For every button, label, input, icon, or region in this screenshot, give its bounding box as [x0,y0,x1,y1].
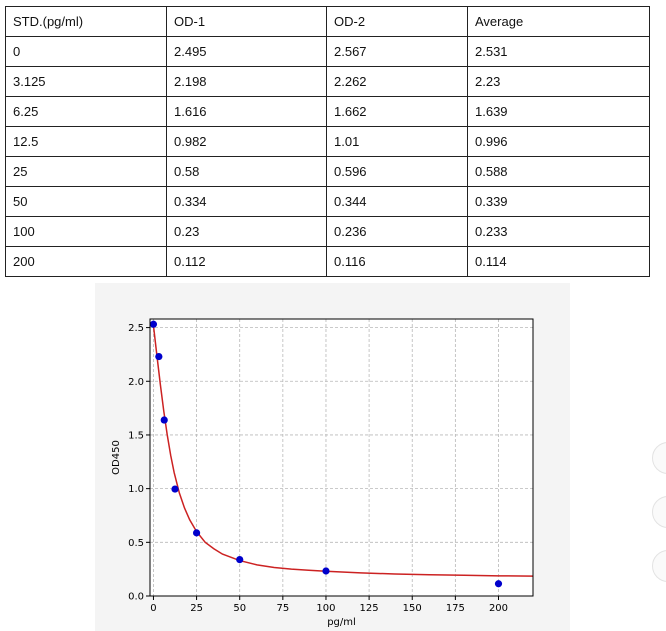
y-tick-label: 0.0 [128,592,144,603]
table-cell: 0.334 [166,186,327,217]
data-point [236,556,244,564]
table-cell: 0.58 [166,156,327,187]
table-header-cell: STD.(pg/ml) [5,6,167,37]
table-cell: 100 [5,216,167,247]
table-cell: 1.616 [166,96,327,127]
x-tick-label: 100 [316,603,335,614]
table-cell: 12.5 [5,126,167,157]
table-header-cell: OD-1 [166,6,327,37]
side-circle-decoration [652,496,666,528]
table-cell: 2.567 [326,36,468,67]
table-row: 50 0.334 0.344 0.339 [5,186,650,217]
side-circle-decoration [652,550,666,582]
table-cell: 0.339 [467,186,650,217]
table-cell: 0.996 [467,126,650,157]
x-tick-label: 25 [190,603,203,614]
data-point [322,567,330,575]
table-cell: 0.233 [467,216,650,247]
table-cell: 1.01 [326,126,468,157]
table-cell: 50 [5,186,167,217]
fitted-curve-line [152,325,533,577]
table-header-row: STD.(pg/ml) OD-1 OD-2 Average [5,6,650,37]
table-cell: 200 [5,246,167,277]
y-tick-label: 2.0 [128,377,144,388]
data-point [160,416,168,424]
data-point [171,485,179,493]
table-cell: 1.639 [467,96,650,127]
table-row: 0 2.495 2.567 2.531 [5,36,650,67]
table-row: 100 0.23 0.236 0.233 [5,216,650,247]
table-cell: 0 [5,36,167,67]
table-cell: 0.596 [326,156,468,187]
x-tick-label: 125 [360,603,379,614]
chart-panel: 0 25 50 75 100 125 150 175 200 0.0 0.5 1.0 1.5 2.0 2.5… [95,283,570,631]
table-cell: 0.112 [166,246,327,277]
side-circle-decoration [652,442,666,474]
table-cell: 0.116 [326,246,468,277]
y-tick-label: 1.0 [128,484,144,495]
x-tick-label: 200 [489,603,508,614]
table-cell: 0.344 [326,186,468,217]
table-cell: 6.25 [5,96,167,127]
data-point [192,529,201,537]
table-cell: 0.588 [467,156,650,187]
table-cell: 3.125 [5,66,167,97]
table-cell: 0.114 [467,246,650,277]
table-cell: 0.982 [166,126,327,157]
plot-area [150,319,533,596]
plot-frame [149,318,534,597]
table-row: 12.5 0.982 1.01 0.996 [5,126,650,157]
table-cell: 1.662 [326,96,468,127]
table-cell: 2.495 [166,36,327,67]
y-tick-label: 2.5 [128,323,144,334]
table-cell: 2.23 [467,66,650,97]
table-cell: 2.198 [166,66,327,97]
table-header-cell: Average [467,6,650,37]
table-row: 200 0.112 0.116 0.114 [5,246,650,277]
x-tick-label: 0 [150,603,156,614]
table-cell: 0.23 [166,216,327,247]
table-cell: 2.262 [326,66,468,97]
x-tick-label: 75 [276,603,289,614]
x-axis-label: pg/ml [327,617,356,628]
x-tick-label: 150 [403,603,422,614]
y-tick-label: 0.5 [128,538,144,549]
table-cell: 25 [5,156,167,187]
data-point [149,320,158,328]
standard-curve-table: STD.(pg/ml) OD-1 OD-2 Average 0 2.495 2.567 2.5… [5,6,650,277]
y-axis-label: OD450 [111,440,122,475]
standard-curve-chart: 0 25 50 75 100 125 150 175 200 0.0 0.5 1.0 1.5 2.0 2.5… [111,318,534,628]
table-row: 6.25 1.616 1.662 1.639 [5,96,650,127]
data-point [155,352,163,361]
table-header-cell: OD-2 [326,6,468,37]
table-row: 25 0.58 0.596 0.588 [5,156,650,187]
table-cell: 0.236 [326,216,468,247]
table-cell: 2.531 [467,36,650,67]
data-point [494,580,503,588]
table-row: 3.125 2.198 2.262 2.23 [5,66,650,97]
x-tick-label: 175 [446,603,465,614]
y-tick-label: 1.5 [128,430,144,441]
x-tick-label: 50 [233,603,246,614]
